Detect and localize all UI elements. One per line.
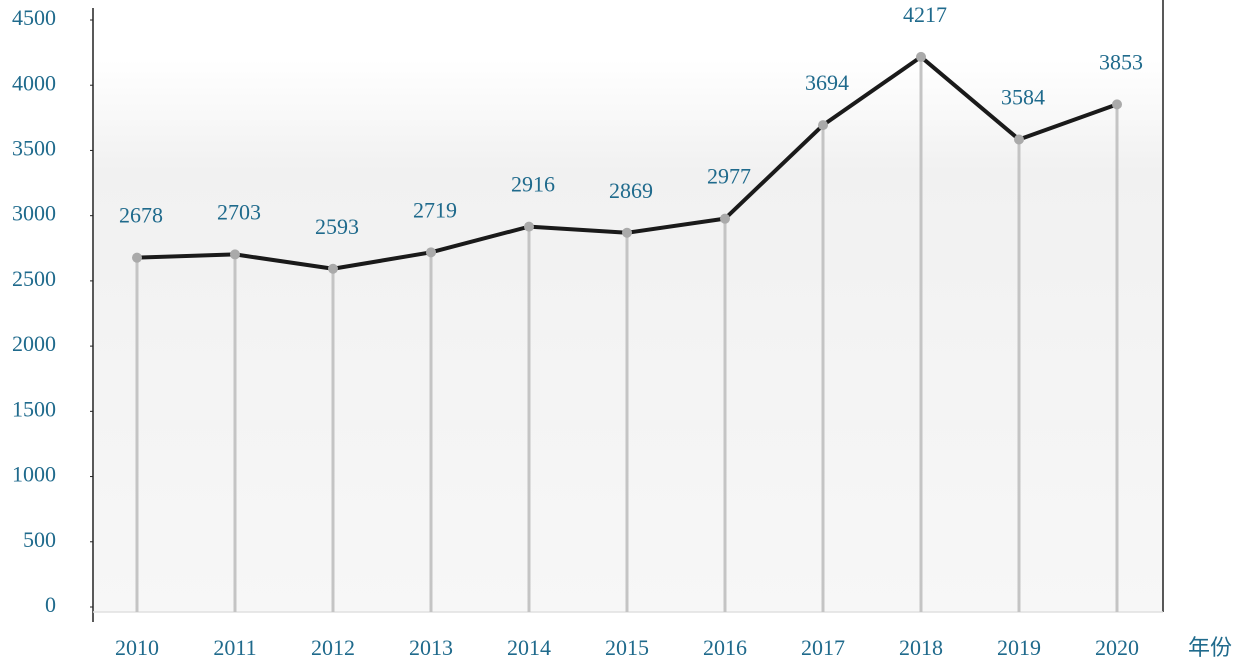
x-tick-label: 2015: [605, 635, 649, 660]
point: [230, 249, 240, 260]
y-tick-label: 1500: [12, 396, 56, 421]
x-tick-label: 2013: [409, 635, 453, 660]
x-tick-label: 2017: [801, 635, 845, 660]
y-tick-label: 0: [45, 592, 56, 617]
data-label: 2678: [119, 203, 163, 228]
point: [916, 51, 926, 62]
point: [132, 252, 142, 263]
data-label: 2977: [707, 164, 751, 189]
point: [818, 120, 828, 131]
y-tick-label: 1000: [12, 462, 56, 487]
data-label: 2869: [609, 178, 653, 203]
x-tick-label: 2010: [115, 635, 159, 660]
point: [1014, 134, 1024, 145]
x-tick-label: 2011: [213, 635, 256, 660]
x-tick-label: 2012: [311, 635, 355, 660]
y-tick-label: 3500: [12, 135, 56, 160]
x-tick-label: 2018: [899, 635, 943, 660]
y-tick-label: 4500: [12, 5, 56, 30]
data-label: 4217: [903, 2, 947, 27]
data-label: 2916: [511, 172, 555, 197]
point: [720, 213, 730, 224]
x-tick-label: 2016: [703, 635, 747, 660]
data-label: 3853: [1099, 49, 1143, 74]
y-tick-label: 3000: [12, 201, 56, 226]
data-label: 2703: [217, 199, 261, 224]
x-tick-label: 2019: [997, 635, 1041, 660]
x-tick-label: 2014: [507, 635, 551, 660]
data-label: 2593: [315, 214, 359, 239]
y-tick-label: 2500: [12, 266, 56, 291]
data-label: 2719: [413, 197, 457, 222]
x-axis-label: 年份: [1188, 635, 1232, 660]
point: [1112, 99, 1122, 110]
data-label: 3694: [805, 70, 849, 95]
y-tick-label: 500: [23, 527, 56, 552]
point: [328, 263, 338, 274]
data-label: 3584: [1001, 85, 1045, 110]
point: [426, 247, 436, 258]
x-tick-label: 2020: [1095, 635, 1139, 660]
point: [622, 227, 632, 238]
y-tick-label: 2000: [12, 331, 56, 356]
point: [524, 221, 534, 232]
y-tick-label: 4000: [12, 70, 56, 95]
